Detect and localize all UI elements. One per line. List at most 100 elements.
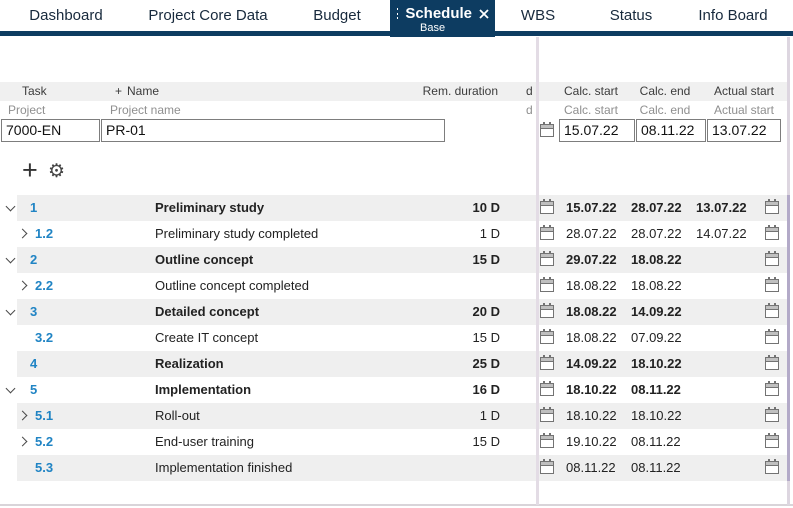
calc-end-cell[interactable]: 18.10.22 — [631, 356, 682, 371]
calc-end-cell[interactable]: 08.11.22 — [631, 382, 681, 397]
calendar-icon[interactable] — [765, 433, 779, 448]
task-row[interactable]: 1 Preliminary study 10 D 15.07.22 28.07.… — [0, 195, 793, 221]
task-number[interactable]: 2.2 — [35, 278, 54, 293]
calc-start-cell[interactable]: 15.07.22 — [566, 200, 617, 215]
calc-start-cell[interactable]: 18.10.22 — [566, 382, 617, 397]
calc-start-cell[interactable]: 18.08.22 — [566, 278, 617, 293]
task-row[interactable]: 5.3 Implementation finished 08.11.22 08.… — [0, 455, 793, 481]
calendar-icon[interactable] — [765, 355, 779, 370]
task-duration-cell[interactable]: 25 D — [472, 356, 500, 371]
close-icon[interactable] — [479, 8, 489, 19]
calc-start-cell[interactable]: 19.10.22 — [566, 434, 617, 449]
gear-icon[interactable]: ⚙ — [48, 161, 66, 182]
task-duration-cell[interactable]: 16 D — [472, 382, 500, 397]
project-calc-end-input[interactable]: 08.11.22 — [636, 119, 706, 142]
task-name-cell[interactable]: Implementation finished — [155, 460, 293, 475]
task-number[interactable]: 4 — [30, 356, 38, 371]
col-header-rem-duration[interactable]: Rem. duration — [422, 84, 498, 98]
task-name-cell[interactable]: End-user training — [155, 434, 254, 449]
tab-project-core-data[interactable]: Project Core Data — [148, 7, 268, 24]
task-name-cell[interactable]: Detailed concept — [155, 304, 260, 319]
task-row[interactable]: 2 Outline concept 15 D 29.07.22 18.08.22 — [0, 247, 793, 273]
calendar-icon[interactable] — [765, 381, 779, 396]
chevron-down-icon[interactable] — [5, 202, 17, 214]
tab-info-board[interactable]: Info Board — [698, 7, 768, 24]
actual-start-cell[interactable]: 14.07.22 — [696, 226, 747, 241]
task-name-cell[interactable]: Preliminary study completed — [155, 226, 319, 241]
task-name-cell[interactable]: Create IT concept — [155, 330, 259, 345]
chevron-right-icon[interactable] — [18, 410, 30, 422]
calendar-icon[interactable] — [540, 122, 554, 137]
tab-wbs[interactable]: WBS — [520, 7, 556, 24]
col-header-name[interactable]: Name — [127, 84, 160, 98]
chevron-down-icon[interactable] — [5, 254, 17, 266]
task-number[interactable]: 3.2 — [35, 330, 54, 345]
task-duration-cell[interactable]: 10 D — [472, 200, 500, 215]
calc-start-cell[interactable]: 14.09.22 — [566, 356, 617, 371]
calc-end-cell[interactable]: 07.09.22 — [631, 330, 682, 345]
chevron-down-icon[interactable] — [5, 306, 17, 318]
task-name-cell[interactable]: Preliminary study — [155, 200, 265, 215]
task-row[interactable]: 5.2 End-user training 15 D 19.10.22 08.1… — [0, 429, 793, 455]
task-number[interactable]: 5 — [30, 382, 38, 397]
calc-end-cell[interactable]: 14.09.22 — [631, 304, 682, 319]
col-header-calc-start[interactable]: Calc. start — [563, 84, 619, 98]
scrollbar-thumb[interactable] — [787, 195, 790, 481]
task-number[interactable]: 1 — [30, 200, 38, 215]
task-duration-cell[interactable]: 20 D — [472, 304, 500, 319]
chevron-right-icon[interactable] — [18, 436, 30, 448]
calendar-icon[interactable] — [540, 459, 554, 474]
calendar-icon[interactable] — [540, 225, 554, 240]
calc-end-cell[interactable]: 08.11.22 — [631, 460, 681, 475]
chevron-down-icon[interactable] — [5, 384, 17, 396]
task-duration-cell[interactable]: 1 D — [479, 226, 500, 241]
task-row[interactable]: 3.2 Create IT concept 15 D 18.08.22 07.0… — [0, 325, 793, 351]
project-calc-start-input[interactable]: 15.07.22 — [559, 119, 635, 142]
col-header-task[interactable]: Task — [22, 84, 47, 98]
project-actual-start-input[interactable]: 13.07.22 — [707, 119, 781, 142]
task-row[interactable]: 5 Implementation 16 D 18.10.22 08.11.22 — [0, 377, 793, 403]
calendar-icon[interactable] — [765, 225, 779, 240]
calendar-icon[interactable] — [540, 251, 554, 266]
task-number[interactable]: 5.2 — [35, 434, 54, 449]
calendar-icon[interactable] — [540, 407, 554, 422]
task-name-cell[interactable]: Implementation — [155, 382, 252, 397]
task-duration-cell[interactable]: 15 D — [472, 434, 500, 449]
task-name-cell[interactable]: Outline concept — [155, 252, 254, 267]
task-row[interactable]: 4 Realization 25 D 14.09.22 18.10.22 — [0, 351, 793, 377]
task-number[interactable]: 3 — [30, 304, 38, 319]
calendar-icon[interactable] — [765, 251, 779, 266]
task-row[interactable]: 3 Detailed concept 20 D 18.08.22 14.09.2… — [0, 299, 793, 325]
calc-start-cell[interactable]: 28.07.22 — [566, 226, 617, 241]
task-name-cell[interactable]: Outline concept completed — [155, 278, 309, 293]
tab-budget[interactable]: Budget — [313, 7, 361, 24]
calendar-icon[interactable] — [765, 277, 779, 292]
project-name-input[interactable]: PR-01 — [101, 119, 445, 142]
calendar-icon[interactable] — [765, 407, 779, 422]
calc-start-cell[interactable]: 29.07.22 — [566, 252, 617, 267]
task-row[interactable]: 1.2 Preliminary study completed 1 D 28.0… — [0, 221, 793, 247]
task-row[interactable]: 2.2 Outline concept completed 18.08.22 1… — [0, 273, 793, 299]
task-duration-cell[interactable]: 15 D — [472, 252, 500, 267]
calc-start-cell[interactable]: 18.08.22 — [566, 330, 617, 345]
calendar-icon[interactable] — [540, 433, 554, 448]
col-header-actual-start[interactable]: Actual start — [713, 84, 775, 98]
task-number[interactable]: 2 — [30, 252, 38, 267]
calendar-icon[interactable] — [765, 329, 779, 344]
calc-end-cell[interactable]: 28.07.22 — [631, 200, 682, 215]
calendar-icon[interactable] — [540, 199, 554, 214]
calc-end-cell[interactable]: 18.08.22 — [631, 278, 682, 293]
chevron-right-icon[interactable] — [18, 280, 30, 292]
calendar-icon[interactable] — [765, 459, 779, 474]
chevron-right-icon[interactable] — [18, 228, 30, 240]
task-number[interactable]: 5.3 — [35, 460, 54, 475]
col-header-calc-end[interactable]: Calc. end — [639, 84, 691, 98]
actual-start-cell[interactable]: 13.07.22 — [696, 200, 747, 215]
panel-splitter[interactable] — [536, 37, 539, 505]
calendar-icon[interactable] — [540, 329, 554, 344]
add-column-icon[interactable]: + — [115, 84, 123, 98]
calendar-icon[interactable] — [540, 277, 554, 292]
tab-dashboard[interactable]: Dashboard — [29, 7, 103, 24]
task-duration-cell[interactable]: 15 D — [472, 330, 500, 345]
calc-start-cell[interactable]: 18.10.22 — [566, 408, 617, 423]
